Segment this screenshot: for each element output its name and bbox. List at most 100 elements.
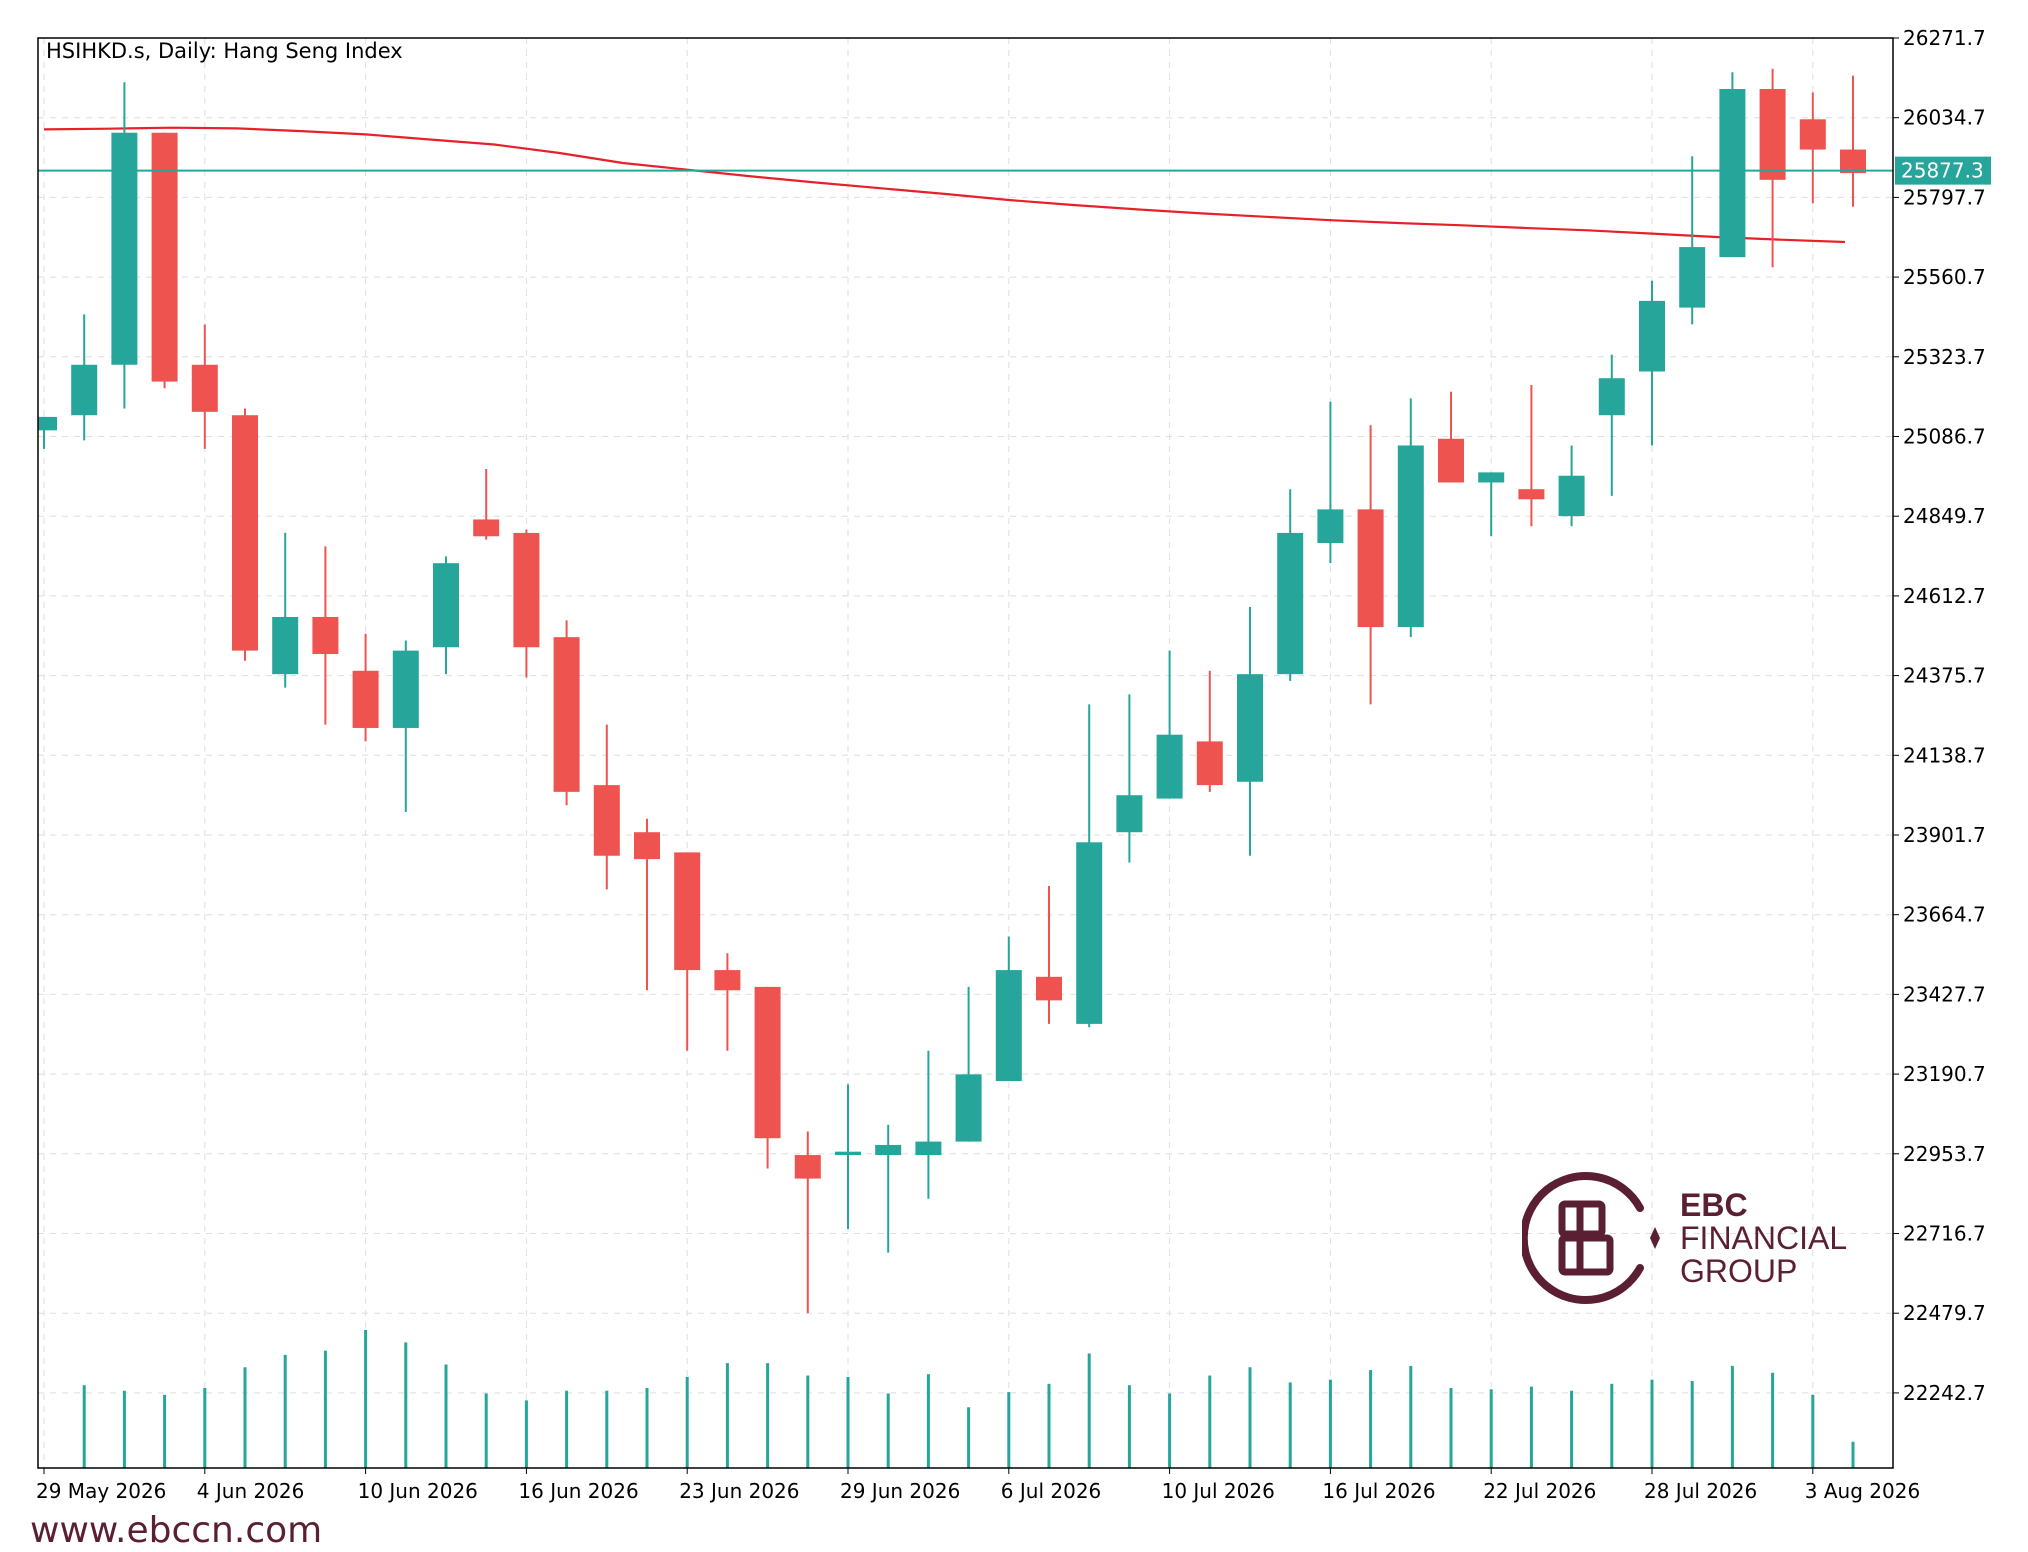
candle-body	[1558, 475, 1585, 517]
y-tick-label: 22716.7	[1903, 1222, 1986, 1246]
candle-bullish	[71, 314, 98, 441]
candle-bullish	[1277, 489, 1304, 681]
candle-bearish	[352, 633, 379, 742]
y-tick-label: 26271.7	[1903, 26, 1986, 50]
y-tick-label: 23427.7	[1903, 982, 1986, 1006]
candle-body	[352, 670, 379, 728]
candle-body	[1036, 976, 1062, 1001]
volume-bar	[243, 1367, 247, 1468]
x-tick-label: 29 May 2026	[36, 1479, 166, 1503]
candle-bullish	[433, 556, 459, 675]
volume-bar	[1127, 1385, 1131, 1468]
volume-bar	[444, 1364, 448, 1468]
candle-bullish	[1639, 280, 1665, 446]
candle-bullish	[1156, 650, 1183, 799]
candle-bullish	[1719, 72, 1746, 258]
volume-bar	[1811, 1394, 1815, 1468]
candle-body	[1116, 795, 1143, 833]
volume-bar	[484, 1393, 488, 1468]
volume-bar	[685, 1376, 689, 1468]
plot-frame	[37, 37, 1894, 1469]
candle-bullish	[1237, 606, 1263, 856]
y-tick-label: 26034.7	[1903, 106, 1986, 130]
candle-bearish	[312, 546, 339, 725]
candle-bearish	[1438, 391, 1464, 483]
candle-bullish	[995, 936, 1022, 1082]
candle-bullish	[1598, 354, 1625, 496]
x-tick-label: 16 Jun 2026	[518, 1479, 638, 1503]
volume-bar	[404, 1342, 408, 1468]
volume-bar	[766, 1363, 770, 1468]
x-tick-label: 29 Jun 2026	[840, 1479, 960, 1503]
candle-body	[794, 1155, 821, 1179]
y-tick-label: 25560.7	[1903, 265, 1986, 289]
candle-bearish	[794, 1131, 821, 1314]
x-tick-label: 22 Jul 2026	[1483, 1479, 1596, 1503]
volume-bar	[1288, 1382, 1292, 1468]
x-tick-label: 6 Jul 2026	[1001, 1479, 1101, 1503]
volume-bar	[565, 1390, 569, 1468]
volume-bar	[1690, 1381, 1694, 1468]
candle-body	[1759, 89, 1786, 180]
volume-bar	[524, 1400, 528, 1468]
volume-bar	[1489, 1389, 1493, 1468]
y-tick-label: 24612.7	[1903, 584, 1986, 608]
volume-bar	[1328, 1379, 1332, 1468]
candle-body	[714, 970, 741, 991]
candle-body	[1196, 741, 1223, 786]
candle-body	[1799, 119, 1826, 150]
candle-body	[593, 785, 620, 856]
candle-body	[1598, 378, 1625, 416]
candle-bullish	[915, 1050, 942, 1199]
x-tick-label: 10 Jul 2026	[1162, 1479, 1275, 1503]
candle-bearish	[513, 529, 540, 678]
candle-body	[1397, 445, 1424, 628]
footer-url[interactable]: www.ebccn.com	[30, 1510, 323, 1551]
y-tick-label: 22479.7	[1903, 1301, 1986, 1325]
candle-bearish	[593, 724, 620, 890]
candle-body	[634, 832, 660, 860]
candle-body	[955, 1074, 982, 1142]
y-tick-label: 24849.7	[1903, 504, 1986, 528]
volume-bar	[1851, 1441, 1855, 1468]
current-price-line: 25877.3	[38, 156, 1991, 185]
candle-bearish	[1799, 92, 1826, 204]
candle-body	[915, 1141, 942, 1156]
candle-bullish	[955, 986, 982, 1142]
volume-bar	[1529, 1386, 1533, 1468]
volume-bar	[1650, 1379, 1654, 1468]
candle-body	[1277, 532, 1304, 675]
x-tick-label: 3 Aug 2026	[1805, 1479, 1920, 1503]
candle-body	[754, 986, 781, 1139]
volume-bar	[1409, 1365, 1413, 1468]
candle-bearish	[191, 324, 218, 449]
volume-bar	[1369, 1370, 1373, 1468]
volume-bar	[1208, 1375, 1212, 1468]
candle-body	[1478, 472, 1505, 483]
moving-average-line	[43, 126, 1846, 244]
y-tick-label: 22953.7	[1903, 1142, 1986, 1166]
volume-bar	[1449, 1387, 1453, 1468]
candle-body	[38, 416, 57, 431]
candle-bearish	[1518, 384, 1545, 527]
candle-bullish	[835, 1084, 861, 1230]
candle-bearish	[1840, 75, 1866, 207]
y-tick-label: 23901.7	[1903, 823, 1986, 847]
brand-name-line3: GROUP	[1680, 1253, 1798, 1289]
candle-bullish	[111, 82, 138, 409]
volume-bar	[967, 1407, 971, 1468]
candle-body	[433, 563, 459, 648]
y-tick-label: 24138.7	[1903, 743, 1986, 767]
volume-bar	[806, 1375, 810, 1468]
candle-bullish	[875, 1124, 902, 1253]
candle-bullish	[1679, 156, 1706, 325]
x-tick-label: 16 Jul 2026	[1322, 1479, 1435, 1503]
candle-body	[232, 415, 258, 651]
candle-body	[995, 970, 1022, 1082]
volume-bar	[203, 1387, 207, 1468]
candle-bearish	[151, 132, 178, 389]
candle-body	[1317, 509, 1344, 544]
candle-body	[473, 519, 500, 537]
candle-bearish	[473, 469, 500, 540]
